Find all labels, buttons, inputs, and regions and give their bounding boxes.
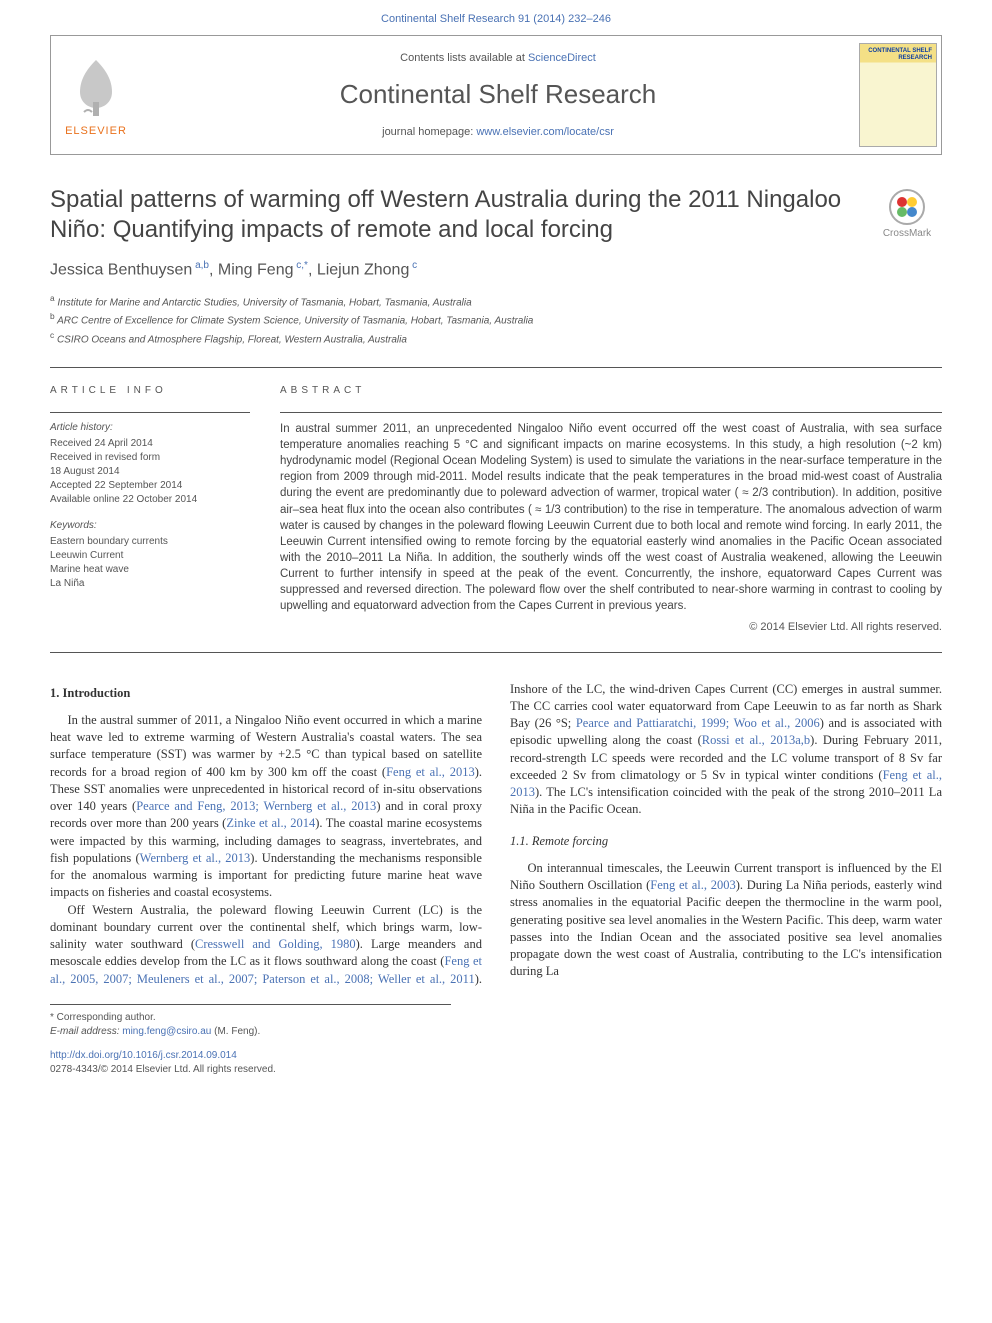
issn-copyright: 0278-4343/© 2014 Elsevier Ltd. All right…: [50, 1063, 942, 1077]
sciencedirect-link[interactable]: ScienceDirect: [528, 52, 596, 64]
journal-name: Continental Shelf Research: [340, 76, 657, 112]
author-3: Liejun Zhong: [317, 262, 410, 279]
cover-title-text: CONTINENTAL SHELF RESEARCH: [864, 48, 932, 61]
doi-link[interactable]: http://dx.doi.org/10.1016/j.csr.2014.09.…: [50, 1050, 237, 1061]
history-revised-2: 18 August 2014: [50, 465, 250, 479]
crossmark-icon: [896, 196, 918, 218]
corr-author-label: * Corresponding author.: [50, 1011, 451, 1025]
section-heading-1: 1. Introduction: [50, 685, 482, 702]
citation-link[interactable]: Feng et al., 2013: [386, 765, 475, 779]
paragraph: In the austral summer of 2011, a Ningalo…: [50, 712, 482, 902]
history-label: Article history:: [50, 421, 250, 435]
keyword: Marine heat wave: [50, 563, 250, 577]
citation-link[interactable]: Continental Shelf Research 91 (2014) 232…: [381, 13, 611, 25]
keyword: Leeuwin Current: [50, 549, 250, 563]
article-info-heading: ARTICLE INFO: [50, 384, 250, 398]
author-2: Ming Feng: [218, 262, 294, 279]
article-info: ARTICLE INFO Article history: Received 2…: [50, 384, 250, 636]
abstract: ABSTRACT In austral summer 2011, an unpr…: [280, 384, 942, 636]
article-title: Spatial patterns of warming off Western …: [50, 185, 856, 245]
citation-link[interactable]: Rossi et al., 2013a,b: [702, 733, 810, 747]
history-online: Available online 22 October 2014: [50, 493, 250, 507]
abstract-copyright: © 2014 Elsevier Ltd. All rights reserved…: [280, 620, 942, 635]
elsevier-logo: ELSEVIER: [51, 36, 141, 154]
journal-header: ELSEVIER Contents lists available at Sci…: [50, 35, 942, 155]
keywords-label: Keywords:: [50, 519, 250, 533]
keyword: Eastern boundary currents: [50, 535, 250, 549]
author-list: Jessica Benthuysen a,b, Ming Feng c,*, L…: [50, 259, 942, 282]
citation-link[interactable]: Cresswell and Golding, 1980: [195, 937, 356, 951]
history-accepted: Accepted 22 September 2014: [50, 479, 250, 493]
keyword: La Niña: [50, 577, 250, 591]
corresponding-footnote: * Corresponding author. E-mail address: …: [50, 1004, 451, 1039]
elsevier-tree-icon: [66, 52, 126, 122]
citation-link[interactable]: Feng et al., 2003: [650, 878, 735, 892]
footer-meta: http://dx.doi.org/10.1016/j.csr.2014.09.…: [50, 1049, 942, 1077]
journal-homepage-link[interactable]: www.elsevier.com/locate/csr: [476, 126, 614, 138]
email-label: E-mail address:: [50, 1026, 122, 1037]
contents-line: Contents lists available at ScienceDirec…: [400, 51, 596, 66]
body-text: 1. Introduction In the austral summer of…: [50, 681, 942, 988]
abstract-text: In austral summer 2011, an unprecedented…: [280, 421, 942, 614]
citation-link[interactable]: Zinke et al., 2014: [226, 816, 315, 830]
homepage-line: journal homepage: www.elsevier.com/locat…: [382, 125, 614, 140]
divider: [50, 652, 942, 653]
crossmark-badge[interactable]: CrossMark: [872, 189, 942, 241]
journal-cover-thumb: CONTINENTAL SHELF RESEARCH: [855, 36, 941, 154]
history-received: Received 24 April 2014: [50, 437, 250, 451]
abstract-heading: ABSTRACT: [280, 384, 942, 398]
citation-link[interactable]: Pearce and Pattiaratchi, 1999; Woo et al…: [576, 716, 820, 730]
author-1: Jessica Benthuysen: [50, 262, 192, 279]
crossmark-label: CrossMark: [872, 227, 942, 241]
citation-link[interactable]: Pearce and Feng, 2013; Wernberg et al., …: [136, 799, 376, 813]
elsevier-wordmark: ELSEVIER: [65, 124, 127, 139]
email-link[interactable]: ming.feng@csiro.au: [122, 1026, 211, 1037]
affiliations: a Institute for Marine and Antarctic Stu…: [50, 292, 942, 347]
history-revised-1: Received in revised form: [50, 451, 250, 465]
email-attribution: (M. Feng).: [211, 1026, 260, 1037]
citation-link[interactable]: Wernberg et al., 2013: [140, 851, 251, 865]
paragraph: On interannual timescales, the Leeuwin C…: [510, 860, 942, 981]
section-heading-1-1: 1.1. Remote forcing: [510, 833, 942, 850]
citation-header: Continental Shelf Research 91 (2014) 232…: [50, 12, 942, 27]
